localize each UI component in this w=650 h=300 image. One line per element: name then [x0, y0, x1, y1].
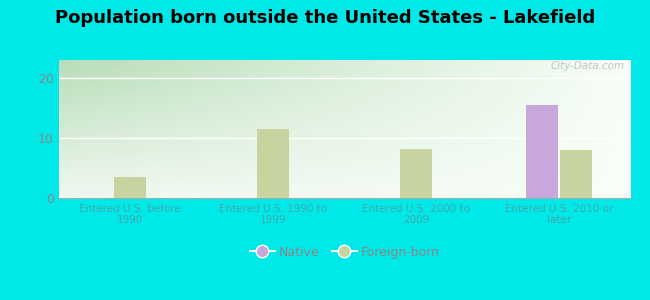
Legend: Native, Foreign-born: Native, Foreign-born: [244, 241, 445, 263]
Bar: [114, 177, 146, 198]
Bar: [526, 105, 558, 198]
Bar: [400, 149, 432, 198]
Text: City-Data.com: City-Data.com: [551, 61, 625, 71]
Text: Population born outside the United States - Lakefield: Population born outside the United State…: [55, 9, 595, 27]
Bar: [257, 129, 289, 198]
Bar: [560, 150, 592, 198]
